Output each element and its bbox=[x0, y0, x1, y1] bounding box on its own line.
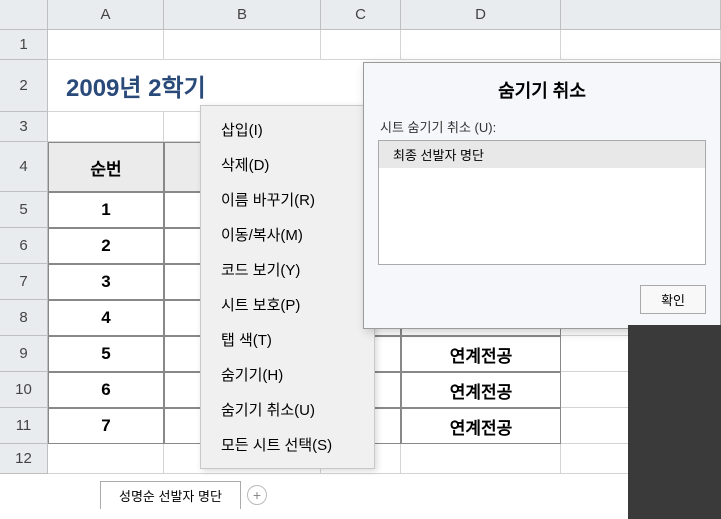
sheet-context-menu: 삽입(I)삭제(D)이름 바꾸기(R)이동/복사(M)코드 보기(Y)시트 보호… bbox=[200, 105, 375, 469]
row-header[interactable]: 9 bbox=[0, 336, 48, 372]
column-header[interactable]: D bbox=[401, 0, 561, 30]
cell[interactable] bbox=[48, 112, 164, 142]
seq-cell[interactable]: 5 bbox=[48, 336, 164, 372]
menu-item[interactable]: 시트 보호(P) bbox=[201, 287, 374, 322]
dialog-body: 시트 숨기기 취소 (U): 최종 선발자 명단 bbox=[364, 113, 720, 275]
seq-cell[interactable]: 1 bbox=[48, 192, 164, 228]
ok-button[interactable]: 확인 bbox=[640, 285, 706, 314]
sheet-tab[interactable]: 성명순 선발자 명단 bbox=[100, 481, 241, 509]
major-cell[interactable]: 연계전공 bbox=[401, 372, 561, 408]
sheet-tabs: 성명순 선발자 명단 + bbox=[100, 481, 267, 509]
cell[interactable] bbox=[164, 30, 321, 60]
row-header[interactable]: 7 bbox=[0, 264, 48, 300]
dialog-label: 시트 숨기기 취소 (U): bbox=[378, 113, 706, 140]
cell[interactable] bbox=[401, 30, 561, 60]
seq-cell[interactable]: 6 bbox=[48, 372, 164, 408]
menu-item[interactable]: 코드 보기(Y) bbox=[201, 252, 374, 287]
column-headers: ABCD bbox=[48, 0, 721, 30]
menu-item[interactable]: 모든 시트 선택(S) bbox=[201, 427, 374, 462]
row-header[interactable]: 11 bbox=[0, 408, 48, 444]
dialog-list[interactable]: 최종 선발자 명단 bbox=[378, 140, 706, 265]
add-sheet-icon[interactable]: + bbox=[247, 485, 267, 505]
cell[interactable] bbox=[48, 444, 164, 474]
row-header[interactable]: 2 bbox=[0, 60, 48, 112]
cell[interactable] bbox=[401, 444, 561, 474]
row-header[interactable]: 5 bbox=[0, 192, 48, 228]
cell[interactable] bbox=[561, 30, 721, 60]
dark-background bbox=[628, 325, 721, 519]
menu-item[interactable]: 숨기기(H) bbox=[201, 357, 374, 392]
row-header[interactable]: 1 bbox=[0, 30, 48, 60]
row-headers: 123456789101112 bbox=[0, 30, 48, 474]
row-header[interactable]: 12 bbox=[0, 444, 48, 474]
menu-item[interactable]: 탭 색(T) bbox=[201, 322, 374, 357]
column-header[interactable]: C bbox=[321, 0, 401, 30]
row-header[interactable]: 4 bbox=[0, 142, 48, 192]
row-header[interactable]: 3 bbox=[0, 112, 48, 142]
menu-item[interactable]: 삭제(D) bbox=[201, 147, 374, 182]
menu-item[interactable]: 이동/복사(M) bbox=[201, 217, 374, 252]
cell[interactable] bbox=[48, 30, 164, 60]
unhide-dialog: 숨기기 취소 시트 숨기기 취소 (U): 최종 선발자 명단 확인 bbox=[363, 62, 721, 329]
seq-cell[interactable]: 4 bbox=[48, 300, 164, 336]
major-cell[interactable]: 연계전공 bbox=[401, 408, 561, 444]
column-header[interactable]: A bbox=[48, 0, 164, 30]
menu-item[interactable]: 삽입(I) bbox=[201, 112, 374, 147]
menu-item[interactable]: 숨기기 취소(U) bbox=[201, 392, 374, 427]
column-header[interactable] bbox=[561, 0, 721, 30]
seq-cell[interactable]: 7 bbox=[48, 408, 164, 444]
row-header[interactable]: 8 bbox=[0, 300, 48, 336]
header-cell-seq[interactable]: 순번 bbox=[48, 142, 164, 192]
dialog-list-item[interactable]: 최종 선발자 명단 bbox=[379, 141, 705, 168]
column-header[interactable]: B bbox=[164, 0, 321, 30]
major-cell[interactable]: 연계전공 bbox=[401, 336, 561, 372]
row-header[interactable]: 6 bbox=[0, 228, 48, 264]
cell[interactable] bbox=[321, 30, 401, 60]
seq-cell[interactable]: 2 bbox=[48, 228, 164, 264]
row-header[interactable]: 10 bbox=[0, 372, 48, 408]
select-all-corner[interactable] bbox=[0, 0, 48, 30]
dialog-buttons: 확인 bbox=[364, 275, 720, 328]
dialog-title: 숨기기 취소 bbox=[364, 63, 720, 113]
menu-item[interactable]: 이름 바꾸기(R) bbox=[201, 182, 374, 217]
seq-cell[interactable]: 3 bbox=[48, 264, 164, 300]
